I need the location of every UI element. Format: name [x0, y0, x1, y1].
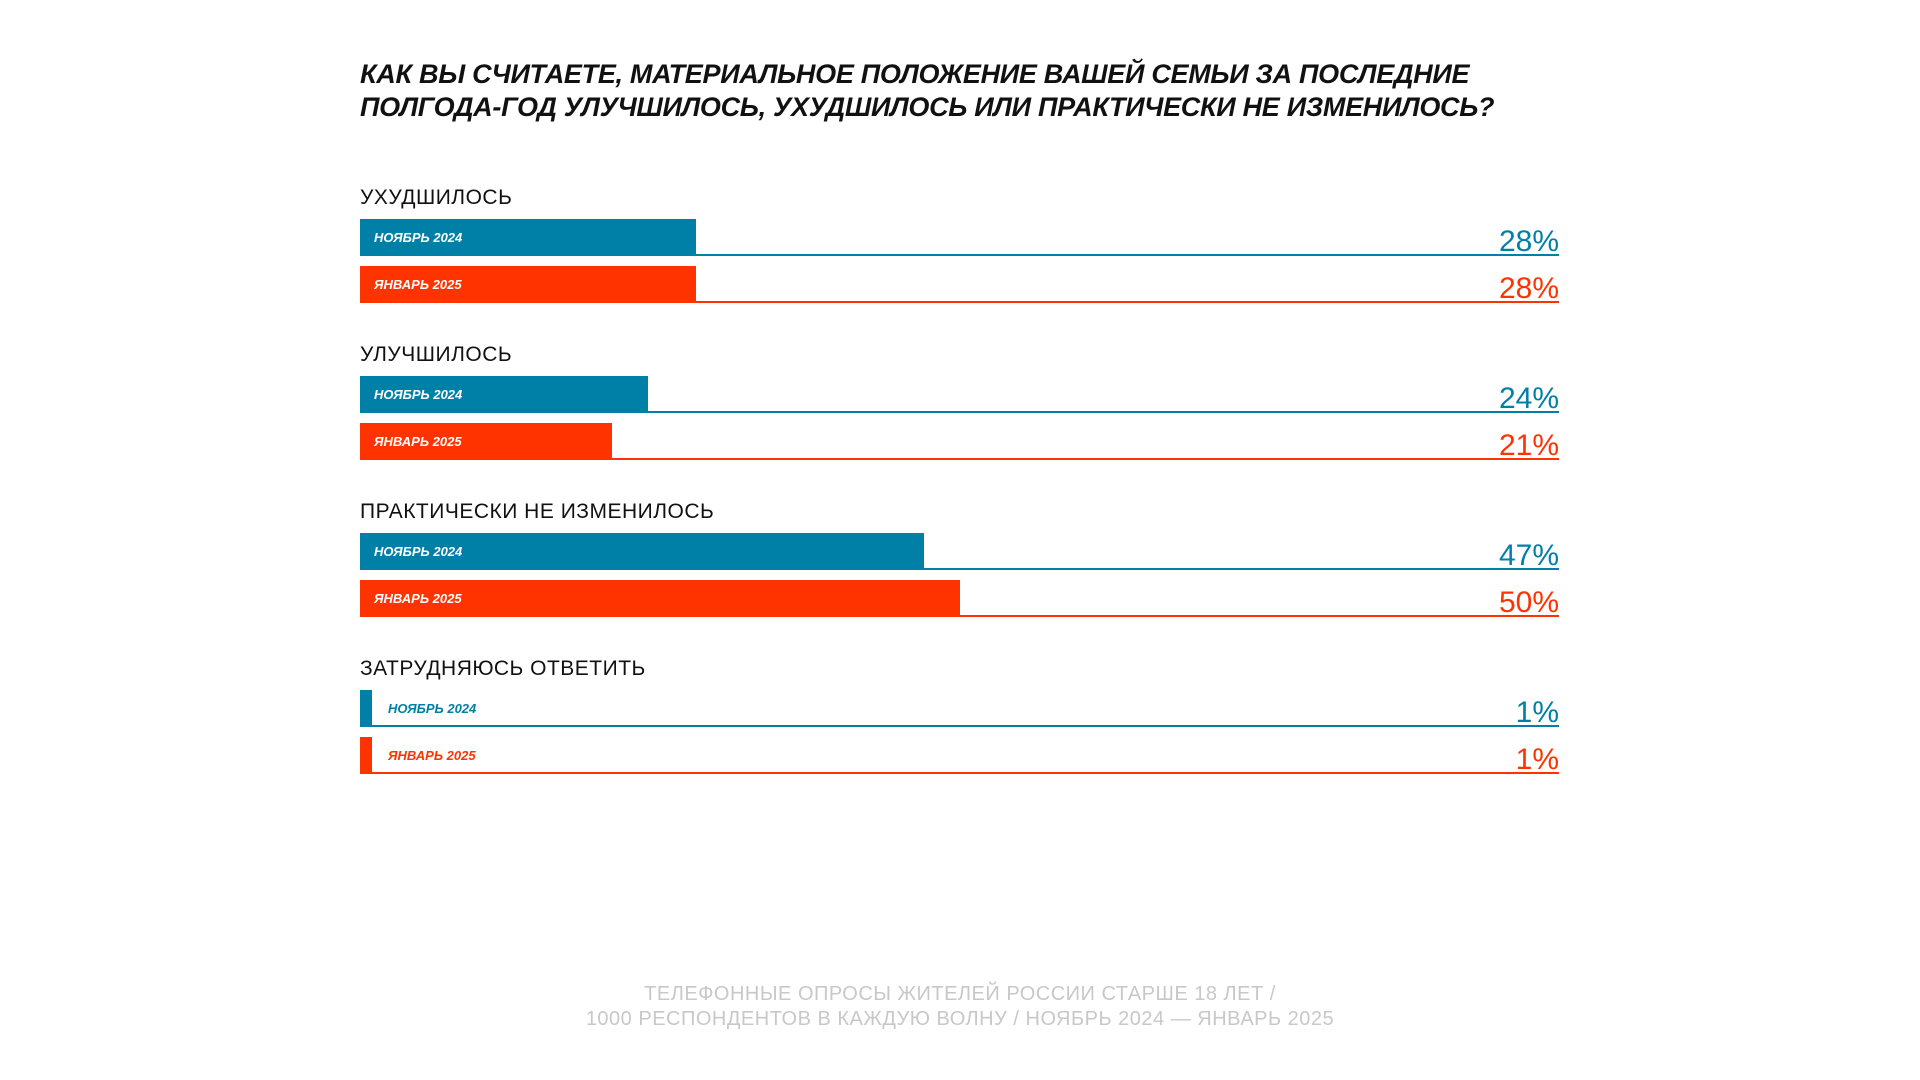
bar-chart: УХУДШИЛОСЬ НОЯБРЬ 2024 28% ЯНВАРЬ 2025 28% УЛ…: [360, 186, 1559, 814]
baseline: [360, 458, 1559, 460]
series-label: НОЯБРЬ 2024: [374, 544, 463, 559]
value-label: 47%: [1498, 539, 1559, 572]
category-group: УЛУЧШИЛОСЬ НОЯБРЬ 2024 24% ЯНВАРЬ 2025 21%: [360, 343, 1559, 500]
bar: [360, 580, 960, 617]
title-line-1: КАК ВЫ СЧИТАЕТЕ, МАТЕРИАЛЬНОЕ ПОЛОЖЕНИЕ …: [360, 59, 1470, 89]
series-label: ЯНВАРЬ 2025: [374, 277, 462, 292]
footer-line-1: ТЕЛЕФОННЫЕ ОПРОСЫ ЖИТЕЛЕЙ РОССИИ СТАРШЕ …: [644, 983, 1276, 1005]
value-label: 28%: [1498, 272, 1559, 305]
baseline: [360, 568, 1559, 570]
bar-row: НОЯБРЬ 2024 24%: [360, 376, 1559, 415]
bar: [360, 737, 372, 774]
series-label: ЯНВАРЬ 2025: [374, 591, 462, 606]
series-label: ЯНВАРЬ 2025: [388, 748, 476, 763]
bar-row: ЯНВАРЬ 2025 1%: [360, 737, 1559, 776]
category-label: ЗАТРУДНЯЮСЬ ОТВЕТИТЬ: [360, 657, 646, 680]
bar-row: НОЯБРЬ 2024 28%: [360, 219, 1559, 258]
series-label: НОЯБРЬ 2024: [388, 701, 477, 716]
category-label: УХУДШИЛОСЬ: [360, 186, 513, 209]
bar: [360, 219, 696, 256]
series-label: НОЯБРЬ 2024: [374, 230, 463, 245]
bar-row: ЯНВАРЬ 2025 28%: [360, 266, 1559, 305]
bar-row: ЯНВАРЬ 2025 50%: [360, 580, 1559, 619]
title-line-2: ПОЛГОДА-ГОД УЛУЧШИЛОСЬ, УХУДШИЛОСЬ ИЛИ П…: [360, 92, 1495, 122]
baseline: [360, 301, 1559, 303]
value-label: 1%: [1515, 743, 1559, 776]
value-label: 50%: [1498, 586, 1559, 619]
bar-row: ЯНВАРЬ 2025 21%: [360, 423, 1559, 462]
value-label: 28%: [1498, 225, 1559, 258]
bar-row: НОЯБРЬ 2024 47%: [360, 533, 1559, 572]
category-group: УХУДШИЛОСЬ НОЯБРЬ 2024 28% ЯНВАРЬ 2025 28%: [360, 186, 1559, 343]
value-label: 24%: [1498, 382, 1559, 415]
value-label: 21%: [1498, 429, 1559, 462]
chart-title: КАК ВЫ СЧИТАЕТЕ, МАТЕРИАЛЬНОЕ ПОЛОЖЕНИЕ …: [360, 58, 1610, 124]
bar: [360, 533, 924, 570]
baseline: [360, 725, 1559, 727]
bar: [360, 376, 648, 413]
footer-note: ТЕЛЕФОННЫЕ ОПРОСЫ ЖИТЕЛЕЙ РОССИИ СТАРШЕ …: [0, 982, 1920, 1032]
value-label: 1%: [1515, 696, 1559, 729]
category-group: ПРАКТИЧЕСКИ НЕ ИЗМЕНИЛОСЬ НОЯБРЬ 2024 47% Я…: [360, 500, 1559, 657]
footer-line-2: 1000 РЕСПОНДЕНТОВ В КАЖДУЮ ВОЛНУ / НОЯБР…: [585, 1008, 1335, 1030]
bar-row: НОЯБРЬ 2024 1%: [360, 690, 1559, 729]
category-group: ЗАТРУДНЯЮСЬ ОТВЕТИТЬ НОЯБРЬ 2024 1% ЯНВАРЬ …: [360, 657, 1559, 814]
bar: [360, 266, 696, 303]
bar: [360, 690, 372, 727]
series-label: ЯНВАРЬ 2025: [374, 434, 462, 449]
category-label: ПРАКТИЧЕСКИ НЕ ИЗМЕНИЛОСЬ: [360, 500, 715, 523]
baseline: [360, 254, 1559, 256]
category-label: УЛУЧШИЛОСЬ: [360, 343, 513, 366]
baseline: [360, 411, 1559, 413]
series-label: НОЯБРЬ 2024: [374, 387, 463, 402]
bar: [360, 423, 612, 460]
baseline: [360, 772, 1559, 774]
baseline: [360, 615, 1559, 617]
